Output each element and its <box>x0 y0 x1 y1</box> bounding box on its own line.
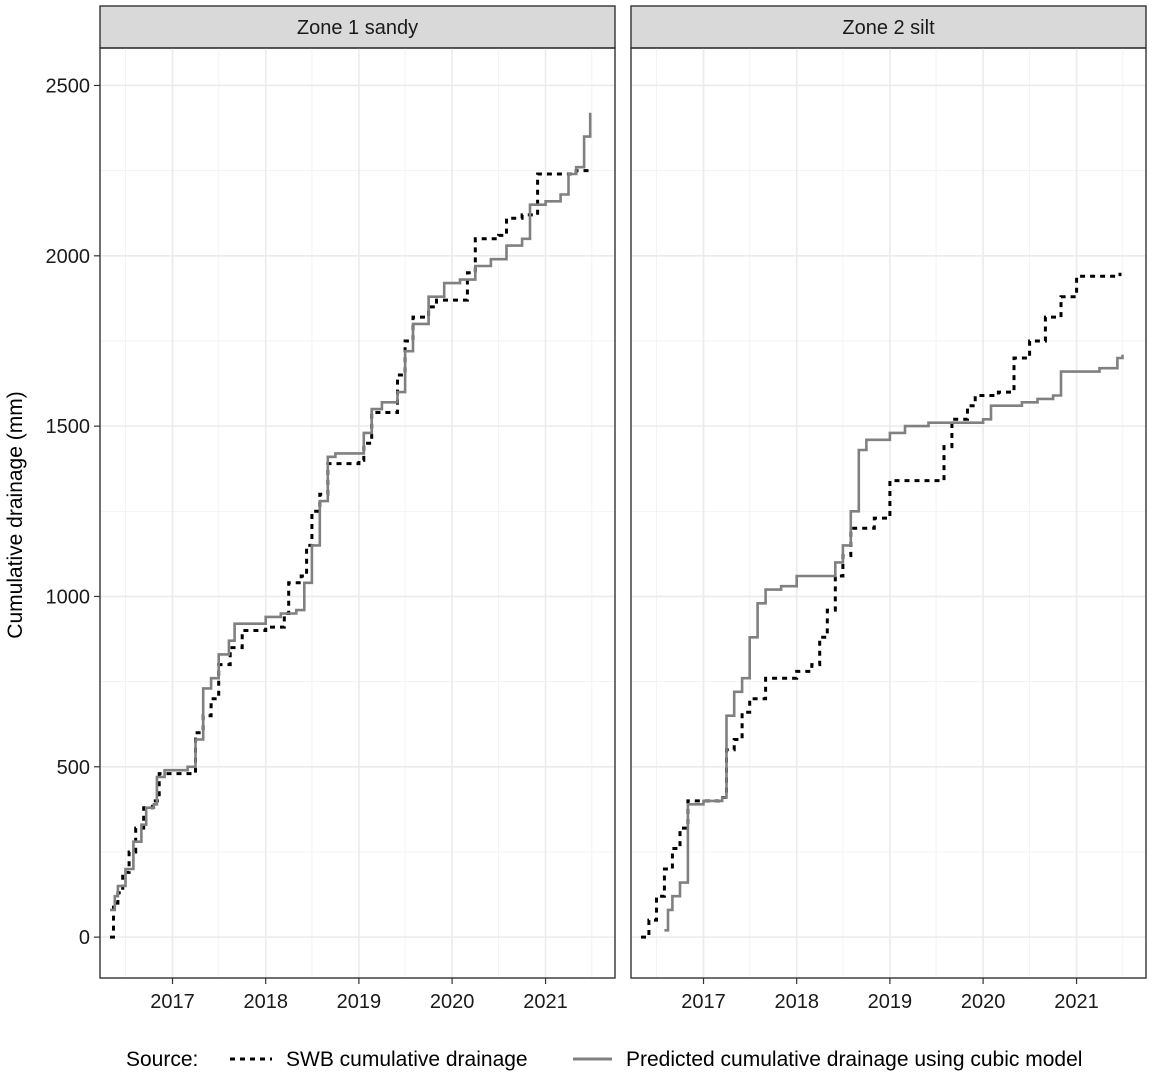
panel-zone-2-x-ticks: 2017 2018 2019 2020 2021 <box>681 978 1099 1013</box>
series-predicted-line-2 <box>664 354 1124 932</box>
x-tick-label: 2019 <box>868 991 913 1013</box>
legend-label-swb: SWB cumulative drainage <box>286 1048 528 1071</box>
y-axis-title: Cumulative drainage (mm) <box>4 391 27 638</box>
panel-zone-1: Zone 1 sandy 2017 2018 2019 2020 2021 <box>99 5 616 1013</box>
series-swb-line-2 <box>641 272 1122 939</box>
y-tick-label: 500 <box>57 757 90 779</box>
x-tick-label: 2020 <box>430 991 475 1013</box>
series-predicted-line-1 <box>110 112 592 912</box>
panel-zone-1-x-ticks: 2017 2018 2019 2020 2021 <box>150 978 568 1013</box>
legend-label-predicted: Predicted cumulative drainage using cubi… <box>626 1048 1082 1071</box>
x-tick-label: 2018 <box>243 991 288 1013</box>
y-tick-label: 1500 <box>46 416 91 438</box>
panel-zone-1-strip-label: Zone 1 sandy <box>297 17 418 39</box>
x-tick-label: 2018 <box>774 991 819 1013</box>
panel-zone-1-border <box>99 47 616 979</box>
panel-zone-2-border <box>630 47 1147 979</box>
x-tick-label: 2020 <box>961 991 1006 1013</box>
x-tick-label: 2017 <box>681 991 726 1013</box>
legend-title: Source: <box>126 1048 198 1071</box>
x-tick-label: 2021 <box>1054 991 1099 1013</box>
y-axis-ticks: 0 500 1000 1500 2000 2500 <box>46 75 100 949</box>
legend: Source: SWB cumulative drainage Predicte… <box>126 1048 1082 1071</box>
y-tick-label: 2500 <box>46 75 91 97</box>
x-tick-label: 2021 <box>523 991 568 1013</box>
panel-zone-1-series <box>110 112 592 939</box>
panel-zone-2-strip-label: Zone 2 silt <box>842 17 935 39</box>
series-swb-line-1 <box>110 167 591 939</box>
panel-zone-2: Zone 2 silt 2017 2018 2019 2020 2021 <box>630 5 1147 1013</box>
y-tick-label: 0 <box>79 927 90 949</box>
x-tick-label: 2017 <box>150 991 195 1013</box>
y-tick-label: 2000 <box>46 246 91 268</box>
panel-zone-2-series <box>641 272 1124 939</box>
x-tick-label: 2019 <box>337 991 382 1013</box>
panel-zone-1-grid <box>100 48 615 978</box>
panel-zone-1-strip <box>99 5 616 49</box>
y-tick-label: 1000 <box>46 586 91 608</box>
